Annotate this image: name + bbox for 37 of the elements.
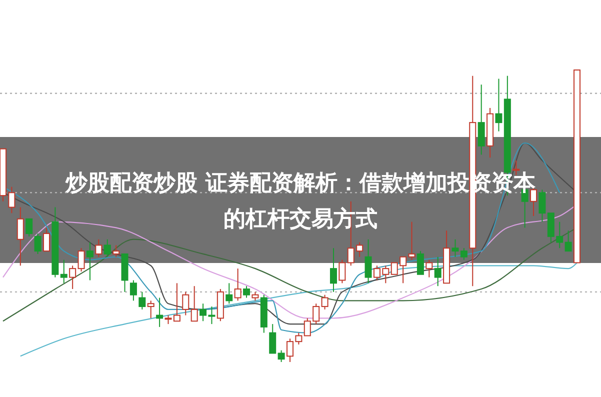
candlestick [173, 282, 180, 322]
candlestick [182, 291, 190, 316]
candlestick [460, 248, 468, 260]
candlestick [416, 250, 424, 275]
candlestick [408, 221, 416, 260]
candlestick [16, 206, 24, 266]
candlestick [564, 230, 572, 252]
candlestick [42, 227, 50, 252]
candlestick [138, 291, 146, 310]
candlestick [321, 294, 328, 310]
candlestick [452, 238, 459, 258]
candlestick [147, 300, 154, 319]
candlestick [226, 282, 233, 304]
candlestick [69, 265, 76, 290]
candlestick [104, 238, 111, 258]
candlestick [364, 238, 372, 284]
candlestick [34, 233, 42, 254]
candlestick [495, 78, 502, 132]
candlestick [478, 84, 485, 156]
candlestick [190, 286, 198, 322]
candlestick [278, 350, 285, 362]
candlestick [269, 324, 276, 354]
candlestick [234, 268, 242, 302]
candlestick [86, 242, 94, 281]
candlestick [60, 259, 68, 284]
candlestick [156, 297, 164, 328]
candlestick [95, 238, 102, 258]
candlestick [78, 248, 85, 272]
candlestick [26, 218, 33, 237]
candlestick [434, 256, 442, 287]
candlestick [112, 244, 120, 258]
candlestick [330, 248, 337, 292]
candlestick [538, 189, 546, 222]
candlestick [338, 259, 346, 284]
candlestick [130, 280, 137, 302]
candlestick [426, 259, 433, 278]
candlestick [243, 286, 250, 298]
